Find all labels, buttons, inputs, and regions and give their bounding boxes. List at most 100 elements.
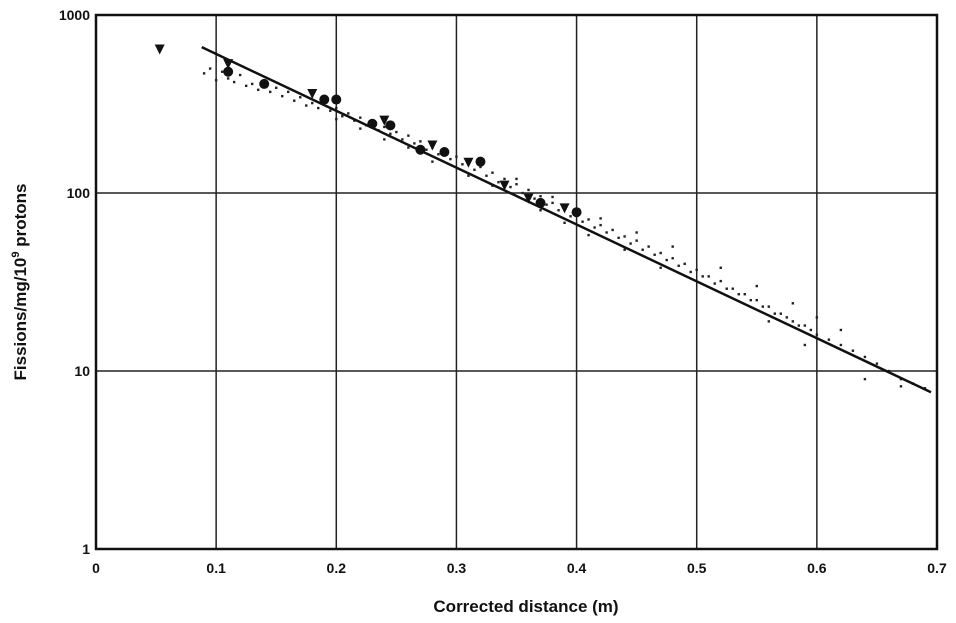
data-point-dot xyxy=(359,127,362,130)
x-tick-label: 0 xyxy=(92,560,100,576)
data-point-dot xyxy=(587,233,590,237)
data-point-circle xyxy=(571,207,582,218)
data-point-dot xyxy=(425,148,428,151)
x-axis-label: Corrected distance (m) xyxy=(433,597,618,616)
data-point-dot xyxy=(863,377,867,381)
data-point-dot xyxy=(773,312,777,315)
data-point-dot xyxy=(383,125,386,129)
data-point-dot xyxy=(797,324,801,327)
data-point-dot xyxy=(785,316,789,319)
data-point-dot xyxy=(479,165,482,169)
data-point-circle xyxy=(385,120,396,131)
data-point-dot xyxy=(539,194,542,198)
data-point-dot xyxy=(725,287,728,290)
data-point-dot xyxy=(539,209,542,212)
data-point-dot xyxy=(611,228,614,232)
data-point-circle xyxy=(259,78,270,89)
data-point-dot xyxy=(461,163,464,166)
data-point-triangle xyxy=(379,115,390,126)
data-point-dot xyxy=(497,180,500,184)
data-point-dot xyxy=(815,316,819,319)
data-point-dot xyxy=(779,312,783,315)
data-point-dot xyxy=(665,258,668,262)
data-point-dot xyxy=(743,293,746,296)
data-point-dot xyxy=(208,67,212,70)
x-tick-label: 0.7 xyxy=(927,560,947,576)
data-point-dot xyxy=(647,245,650,248)
data-point-dot xyxy=(605,231,608,234)
data-point-dot xyxy=(635,231,638,234)
data-point-dot xyxy=(791,320,795,323)
data-point-circle xyxy=(319,94,330,105)
data-point-circle xyxy=(439,146,450,157)
data-point-dot xyxy=(569,215,572,218)
data-point-dot xyxy=(281,94,284,98)
data-point-dot xyxy=(635,239,638,242)
data-point-triangle xyxy=(523,193,534,204)
data-point-dot xyxy=(617,236,620,240)
data-point-dot xyxy=(671,245,674,248)
data-point-triangle xyxy=(499,180,510,191)
data-point-dot xyxy=(803,324,807,327)
y-axis-label-main: Fissions/mg/10 xyxy=(11,258,30,381)
data-point-dot xyxy=(581,220,584,223)
grid xyxy=(96,15,937,549)
data-point-dot xyxy=(503,177,506,181)
data-point-dot xyxy=(335,106,338,110)
data-point-dot xyxy=(515,183,518,186)
data-point-dot xyxy=(587,218,590,221)
data-point-dot xyxy=(551,195,554,199)
data-point-dot xyxy=(707,275,710,278)
data-point-dot xyxy=(220,70,224,73)
data-point-circle xyxy=(475,156,486,167)
y-axis-label-suffix: protons xyxy=(11,184,30,252)
data-point-dot xyxy=(238,73,242,77)
data-point-dot xyxy=(419,140,422,143)
data-point-dot xyxy=(839,328,843,332)
data-point-dot xyxy=(809,328,813,332)
data-point-dot xyxy=(449,157,452,161)
x-tick-label: 0.2 xyxy=(327,560,347,576)
data-point-dot xyxy=(755,284,758,288)
data-point-dot xyxy=(677,264,680,267)
data-point-dot xyxy=(431,160,434,163)
data-point-dot xyxy=(713,282,716,285)
plot-frame xyxy=(94,13,939,551)
data-points xyxy=(154,44,927,390)
data-point-dot xyxy=(563,221,566,225)
data-point-dot xyxy=(299,96,302,99)
data-point-dot xyxy=(515,177,518,181)
data-point-dot xyxy=(839,343,843,347)
data-point-dot xyxy=(401,138,404,141)
data-point-dot xyxy=(473,168,476,172)
data-point-dot xyxy=(659,266,662,269)
x-tick-labels: 0 0.1 0.2 0.3 0.4 0.5 0.6 0.7 xyxy=(92,560,947,576)
data-point-dot xyxy=(545,203,548,206)
data-point-dot xyxy=(623,235,626,238)
data-point-circle xyxy=(223,66,234,77)
data-point-dot xyxy=(827,338,831,341)
data-point-dot xyxy=(275,86,278,89)
data-point-dot xyxy=(737,293,740,296)
data-point-dot xyxy=(329,109,332,112)
data-point-dot xyxy=(359,116,362,119)
data-point-dot xyxy=(701,275,704,278)
y-tick-label: 100 xyxy=(67,185,91,201)
data-point-dot xyxy=(851,349,855,352)
data-point-dot xyxy=(244,84,248,88)
data-point-dot xyxy=(407,146,410,149)
y-tick-label: 10 xyxy=(74,363,90,379)
data-point-dot xyxy=(256,88,260,91)
data-point-dot xyxy=(755,298,758,302)
data-point-dot xyxy=(395,130,398,134)
y-axis-label-superscript: 9 xyxy=(10,252,22,258)
data-point-dot xyxy=(629,242,632,245)
data-point-dot xyxy=(641,248,644,251)
data-point-dot xyxy=(899,385,903,388)
data-point-dot xyxy=(815,333,819,336)
data-point-dot xyxy=(509,185,512,189)
data-point-dot xyxy=(305,104,308,107)
data-point-dot xyxy=(485,174,488,177)
data-point-dot xyxy=(689,270,692,274)
